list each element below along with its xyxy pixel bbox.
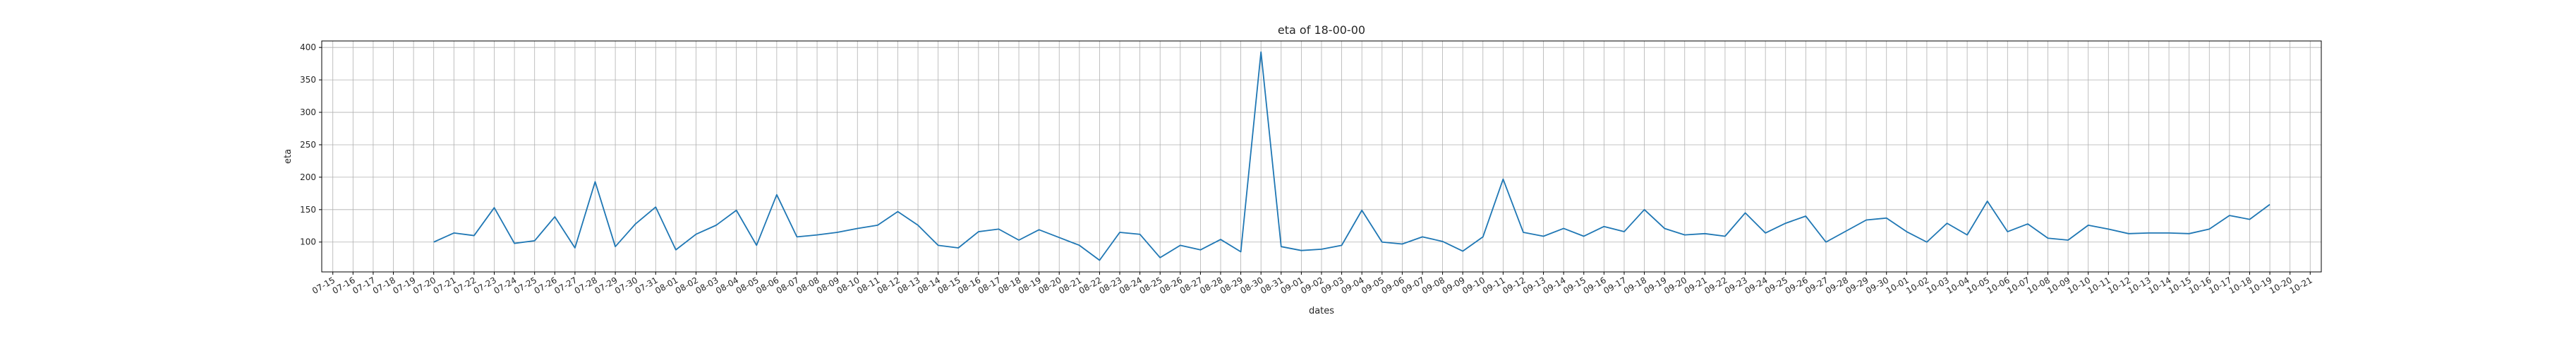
y-tick-label: 300 [300, 107, 316, 117]
y-tick-label: 150 [300, 205, 316, 215]
chart-title: eta of 18-00-00 [1278, 23, 1365, 37]
x-axis-title: dates [1309, 306, 1334, 316]
x-axis: 07-1507-1607-1707-1807-1907-2007-2107-22… [310, 272, 2314, 296]
y-axis: 100 150 200 250 300 350 400 [300, 42, 322, 247]
series-layer [433, 51, 2270, 261]
y-tick-label: 200 [300, 172, 316, 182]
grid [322, 41, 2321, 272]
y-axis-title: eta [283, 149, 294, 164]
x-tick-label: 10-21 [2288, 275, 2314, 296]
y-tick-label: 250 [300, 140, 316, 150]
y-tick-label: 100 [300, 237, 316, 247]
series-line [433, 51, 2270, 261]
y-tick-label: 350 [300, 75, 316, 85]
y-tick-label: 400 [300, 42, 316, 52]
